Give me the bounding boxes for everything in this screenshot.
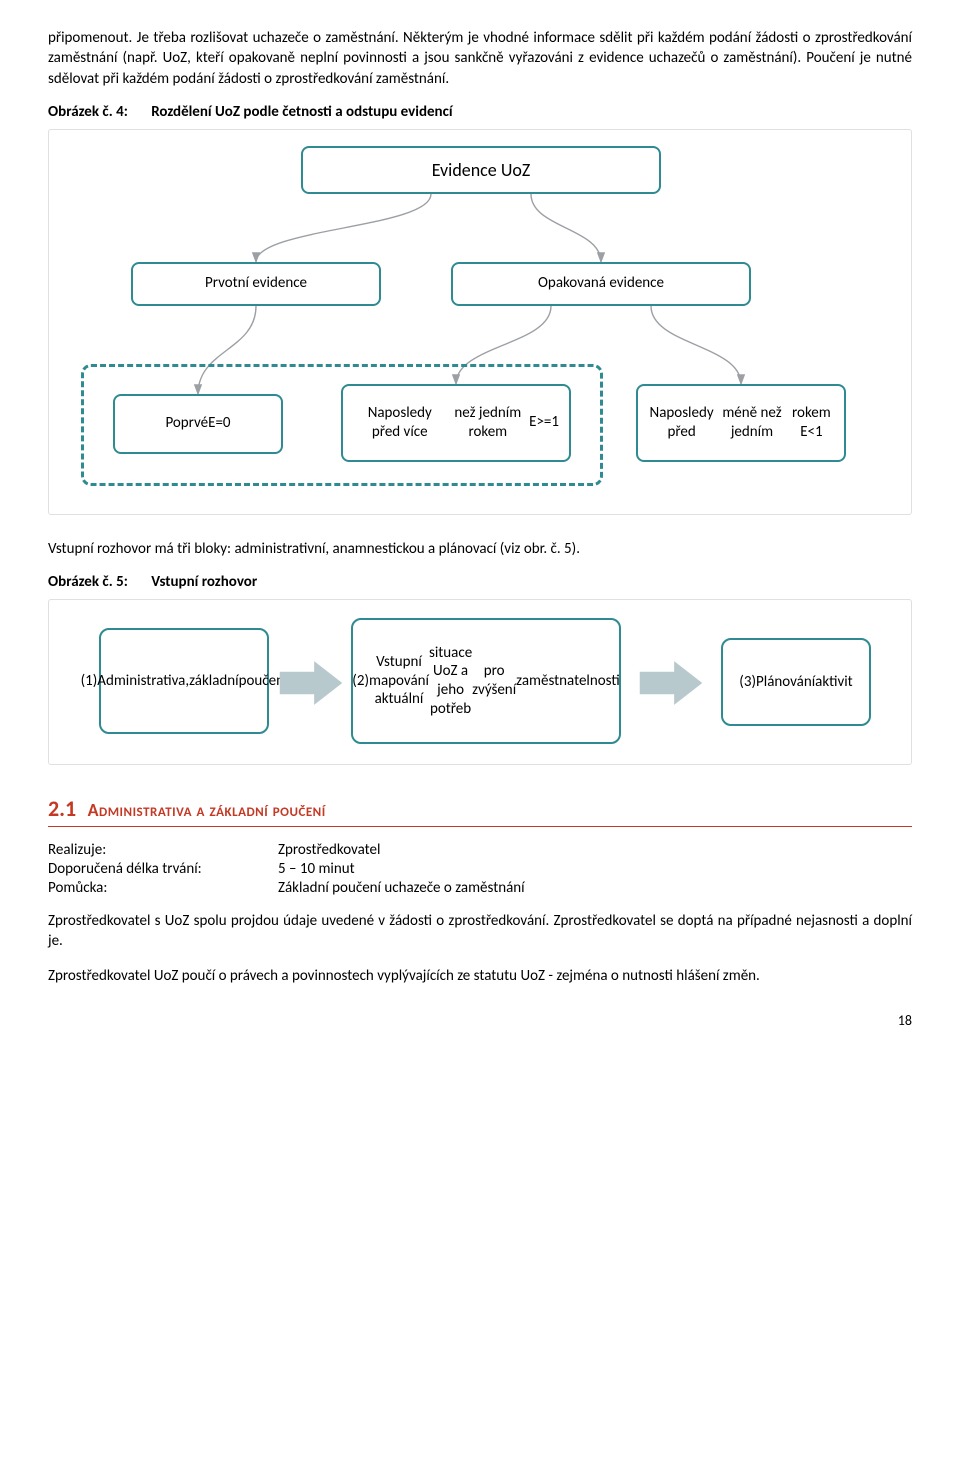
kv-label: Realizuje: [48, 841, 278, 859]
figure2-container: (1)Administrativa,základnípoučení (2)Vstu… [48, 599, 912, 765]
section-rule [48, 826, 912, 827]
intro-paragraph: připomenout. Je třeba rozlišovat uchazeč… [48, 28, 912, 89]
tree-node-opak: Opakovaná evidence [451, 262, 751, 306]
middle-paragraph: Vstupní rozhovor má tři bloky: administr… [48, 539, 912, 559]
figure2-canvas: (1)Administrativa,základnípoučení (2)Vstu… [51, 602, 909, 762]
kv-value: 5 – 10 minut [278, 860, 912, 878]
page-number: 18 [48, 1012, 912, 1029]
kv-row-pomucka: Pomůcka: Základní poučení uchazeče o zam… [48, 879, 912, 897]
figure2-caption-label: Obrázek č. 5: [48, 573, 128, 591]
kv-value: Zprostředkovatel [278, 841, 912, 859]
tree-edge [256, 194, 431, 262]
figure2-caption: Obrázek č. 5: Vstupní rozhovor [48, 573, 912, 591]
flow-node-n2: (2)Vstupní mapování aktuálnísituace UoZ … [351, 618, 621, 744]
figure1-canvas: Evidence UoZ Prvotní evidence Opakovaná ev… [51, 132, 909, 512]
kv-row-delka: Doporučená délka trvání: 5 – 10 minut [48, 860, 912, 878]
section-title: Administrativa a základní poučení [88, 799, 326, 821]
body-paragraph-2: Zprostředkovatel UoZ poučí o právech a p… [48, 966, 912, 986]
tree-node-vice: Naposledy před vícenež jedním rokemE>=1 [341, 384, 571, 462]
section-heading: 2.1 Administrativa a základní poučení [48, 795, 912, 822]
figure1-container: Evidence UoZ Prvotní evidence Opakovaná ev… [48, 129, 912, 515]
tree-edge [531, 194, 601, 262]
section-number: 2.1 [48, 795, 76, 822]
figure2-caption-title: Vstupní rozhovor [151, 573, 257, 591]
tree-node-prv: Prvotní evidence [131, 262, 381, 306]
tree-node-root: Evidence UoZ [301, 146, 661, 194]
flow-arrow-icon [639, 658, 703, 708]
tree-edge [651, 306, 741, 384]
flow-node-n3: (3)Plánováníaktivit [721, 638, 871, 726]
kv-label: Pomůcka: [48, 879, 278, 897]
kv-row-realizuje: Realizuje: Zprostředkovatel [48, 841, 912, 859]
kv-value: Základní poučení uchazeče o zaměstnání [278, 879, 912, 897]
tree-node-poprve: PoprvéE=0 [113, 394, 283, 454]
figure1-caption-title: Rozdělení UoZ podle četnosti a odstupu e… [151, 103, 452, 121]
figure1-caption: Obrázek č. 4: Rozdělení UoZ podle četnos… [48, 103, 912, 121]
body-paragraph-1: Zprostředkovatel s UoZ spolu projdou úda… [48, 911, 912, 952]
tree-node-mene: Naposledy předméně než jednímrokem E<1 [636, 384, 846, 462]
flow-node-n1: (1)Administrativa,základnípoučení [99, 628, 269, 734]
kv-label: Doporučená délka trvání: [48, 860, 278, 878]
flow-arrow-icon [279, 658, 343, 708]
figure1-caption-label: Obrázek č. 4: [48, 103, 128, 121]
